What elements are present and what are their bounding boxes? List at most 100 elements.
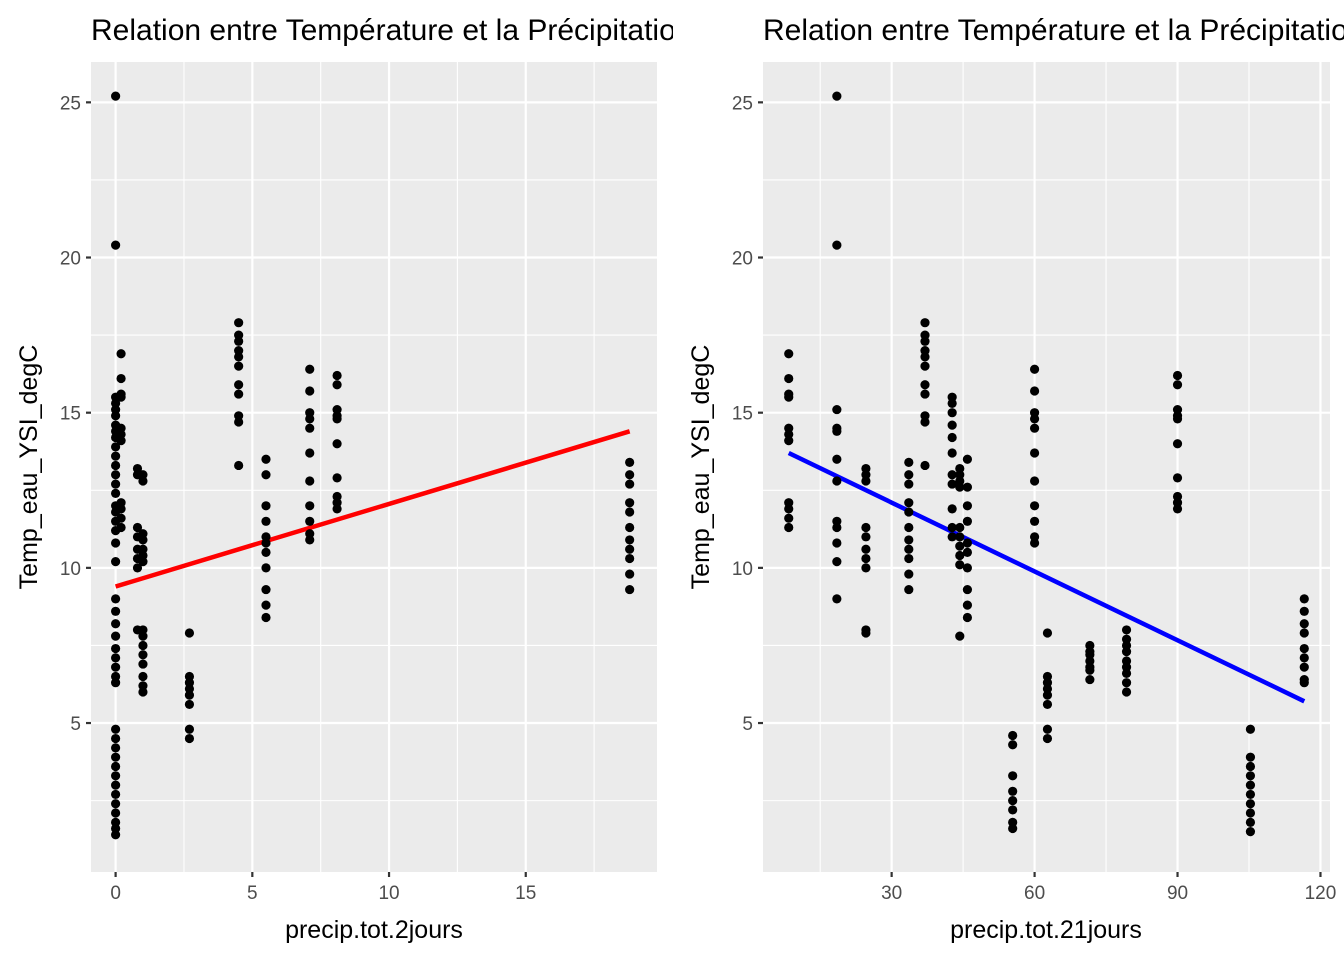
data-point bbox=[111, 789, 121, 800]
data-point bbox=[1029, 501, 1040, 511]
data-point bbox=[111, 771, 121, 781]
data-point bbox=[261, 563, 271, 573]
data-point bbox=[904, 544, 914, 554]
data-point bbox=[861, 544, 871, 554]
trend-right bbox=[787, 451, 1306, 704]
data-point bbox=[1085, 674, 1095, 685]
data-point bbox=[332, 370, 342, 381]
x-tick-label: 120 bbox=[1305, 883, 1337, 904]
data-point bbox=[261, 516, 271, 526]
data-point bbox=[261, 538, 271, 548]
y-tick-label: 10 bbox=[60, 559, 81, 580]
data-point bbox=[955, 631, 965, 641]
data-point bbox=[1245, 827, 1256, 837]
data-point bbox=[784, 522, 794, 533]
y-tick-label: 10 bbox=[732, 559, 753, 580]
data-point bbox=[1245, 789, 1256, 800]
axis-left: 0 5 10 15 5 10 15 20 25 bbox=[60, 93, 536, 904]
data-point bbox=[1299, 628, 1309, 638]
data-point bbox=[861, 532, 871, 542]
chart-title-left: Relation entre Température et la Précipi… bbox=[91, 14, 692, 47]
data-point bbox=[625, 522, 635, 533]
data-point bbox=[920, 352, 930, 362]
data-point bbox=[111, 808, 121, 818]
x-tick-label: 15 bbox=[515, 883, 536, 904]
data-point bbox=[111, 91, 121, 101]
data-point bbox=[234, 361, 244, 371]
data-point bbox=[261, 547, 271, 557]
data-point bbox=[784, 392, 794, 402]
data-point bbox=[920, 389, 930, 399]
data-point bbox=[947, 470, 957, 480]
data-point bbox=[116, 373, 126, 384]
data-point bbox=[947, 448, 957, 458]
y-tick-label: 15 bbox=[732, 404, 753, 425]
data-point bbox=[305, 476, 315, 486]
data-point bbox=[955, 522, 965, 533]
data-point bbox=[832, 454, 842, 464]
data-point bbox=[111, 631, 121, 641]
data-point bbox=[1245, 799, 1256, 809]
data-point bbox=[305, 535, 315, 545]
data-point bbox=[111, 761, 121, 772]
data-point bbox=[111, 240, 121, 250]
data-point bbox=[955, 541, 965, 551]
data-point bbox=[1029, 538, 1040, 548]
data-point bbox=[111, 538, 121, 548]
data-point bbox=[1299, 653, 1309, 663]
data-point bbox=[955, 550, 965, 561]
data-point bbox=[305, 364, 315, 374]
data-point bbox=[184, 724, 195, 734]
data-point bbox=[111, 411, 121, 421]
y-tick-label: 20 bbox=[60, 249, 81, 270]
data-point bbox=[332, 414, 342, 424]
data-point bbox=[1029, 386, 1040, 396]
data-point bbox=[955, 482, 965, 492]
data-point bbox=[111, 594, 121, 604]
data-point bbox=[625, 498, 635, 508]
data-point bbox=[1121, 687, 1132, 697]
x-axis-title-left: precip.tot.2jours bbox=[285, 916, 463, 944]
data-point bbox=[962, 516, 973, 526]
data-point bbox=[1172, 380, 1183, 390]
data-point bbox=[1245, 808, 1256, 818]
data-point bbox=[861, 553, 871, 564]
x-tick-label: 10 bbox=[378, 883, 399, 904]
data-point bbox=[784, 513, 794, 523]
y-tick-label: 25 bbox=[60, 93, 81, 114]
data-point bbox=[904, 507, 914, 517]
plot-panel-left bbox=[91, 62, 657, 872]
data-point bbox=[947, 522, 957, 533]
data-point bbox=[625, 569, 635, 579]
data-point bbox=[138, 631, 148, 641]
data-point bbox=[332, 439, 342, 449]
data-point bbox=[305, 516, 315, 526]
data-point bbox=[234, 352, 244, 362]
data-point bbox=[305, 386, 315, 396]
data-point bbox=[111, 752, 121, 762]
data-point bbox=[1008, 771, 1018, 781]
data-point bbox=[947, 398, 957, 408]
x-tick-label: 5 bbox=[247, 883, 258, 904]
data-point bbox=[784, 373, 794, 384]
data-point bbox=[1029, 364, 1040, 374]
data-point bbox=[832, 404, 842, 415]
data-point bbox=[625, 470, 635, 480]
data-point bbox=[947, 532, 957, 542]
data-point bbox=[184, 628, 195, 638]
data-point bbox=[261, 501, 271, 511]
data-point bbox=[1008, 823, 1018, 834]
data-point bbox=[111, 830, 121, 840]
data-point bbox=[832, 91, 842, 101]
data-point bbox=[1008, 805, 1018, 815]
data-point bbox=[962, 547, 973, 557]
y-tick-label: 20 bbox=[732, 249, 753, 270]
data-point bbox=[861, 563, 871, 573]
data-point bbox=[832, 426, 842, 436]
data-point bbox=[138, 557, 148, 567]
data-point bbox=[955, 560, 965, 570]
data-point bbox=[784, 349, 794, 359]
data-point bbox=[305, 423, 315, 433]
data-point bbox=[904, 522, 914, 533]
